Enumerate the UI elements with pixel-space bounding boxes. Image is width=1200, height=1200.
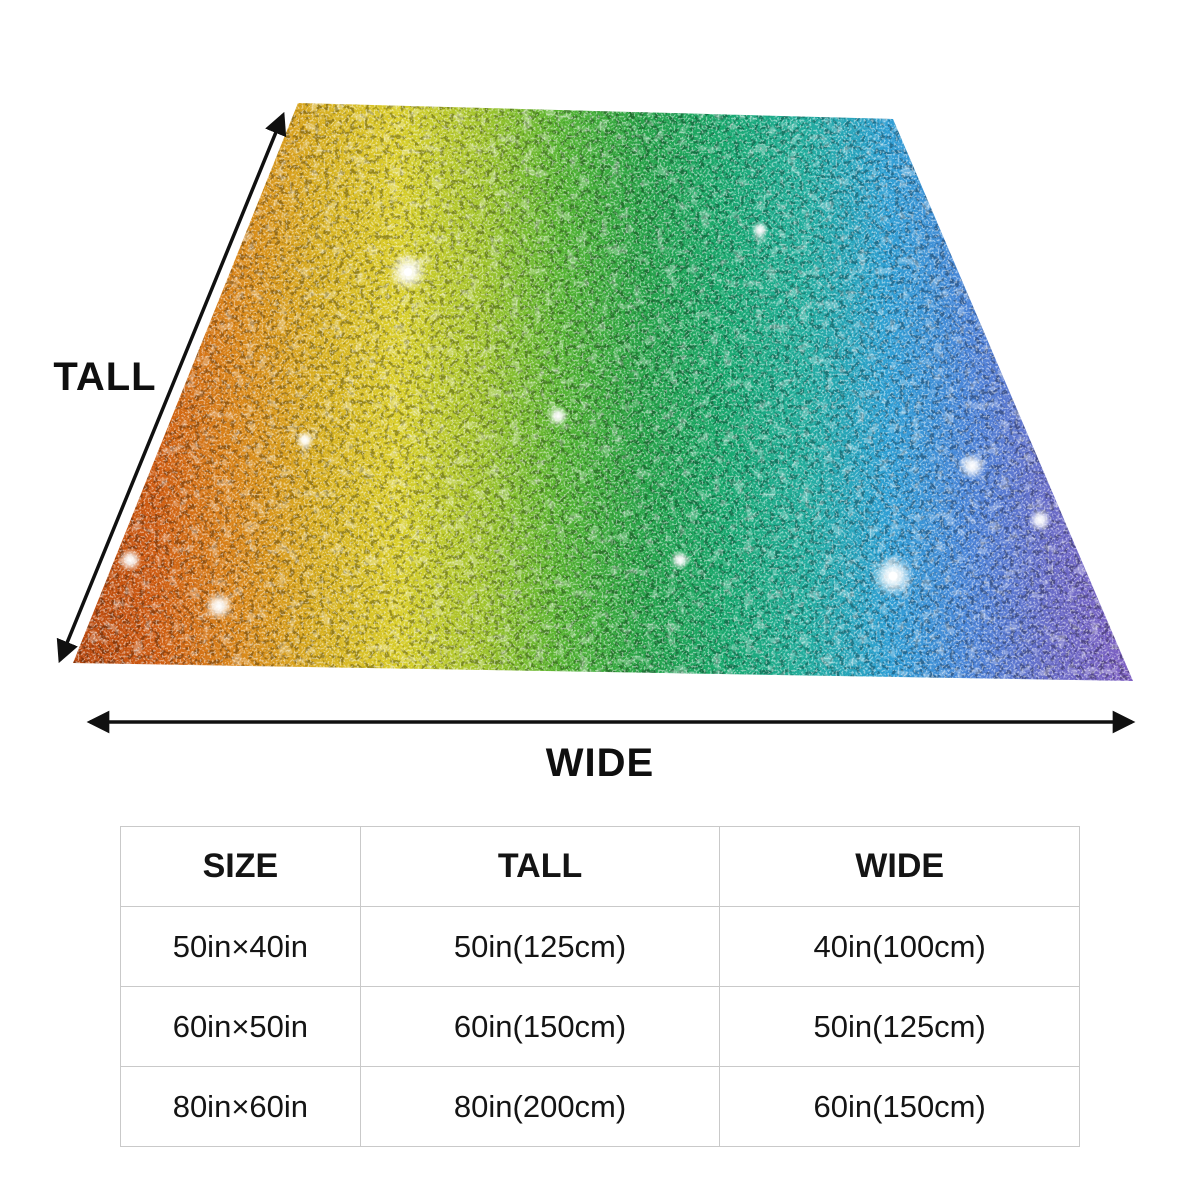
size-table-header-row: SIZE TALL WIDE (120, 826, 1080, 907)
size-cell: 60in×50in (120, 986, 361, 1067)
tall-cell: 50in(125cm) (359, 906, 721, 987)
tall-cell: 60in(150cm) (359, 986, 721, 1067)
tall-dimension-label: TALL (53, 355, 156, 399)
size-table-header-wide: WIDE (719, 826, 1080, 907)
tall-dimension-arrow-icon (56, 111, 287, 664)
tall-cell: 80in(200cm) (359, 1066, 721, 1147)
wide-cell: 50in(125cm) (719, 986, 1080, 1067)
table-row: 80in×60in 80in(200cm) 60in(150cm) (120, 1066, 1080, 1147)
wide-cell: 60in(150cm) (719, 1066, 1080, 1147)
table-row: 60in×50in 60in(150cm) 50in(125cm) (120, 986, 1080, 1067)
size-table-header-tall: TALL (359, 826, 721, 907)
size-table-header-size: SIZE (120, 826, 361, 907)
size-table: SIZE TALL WIDE 50in×40in 50in(125cm) 40i… (120, 826, 1080, 1147)
size-cell: 80in×60in (120, 1066, 361, 1147)
blanket-image (73, 103, 1133, 681)
table-row: 50in×40in 50in(125cm) 40in(100cm) (120, 906, 1080, 987)
wide-dimension-label: WIDE (546, 741, 654, 785)
blanket-size-diagram: TALL WIDE (53, 103, 1136, 785)
wide-cell: 40in(100cm) (719, 906, 1080, 987)
size-cell: 50in×40in (120, 906, 361, 987)
